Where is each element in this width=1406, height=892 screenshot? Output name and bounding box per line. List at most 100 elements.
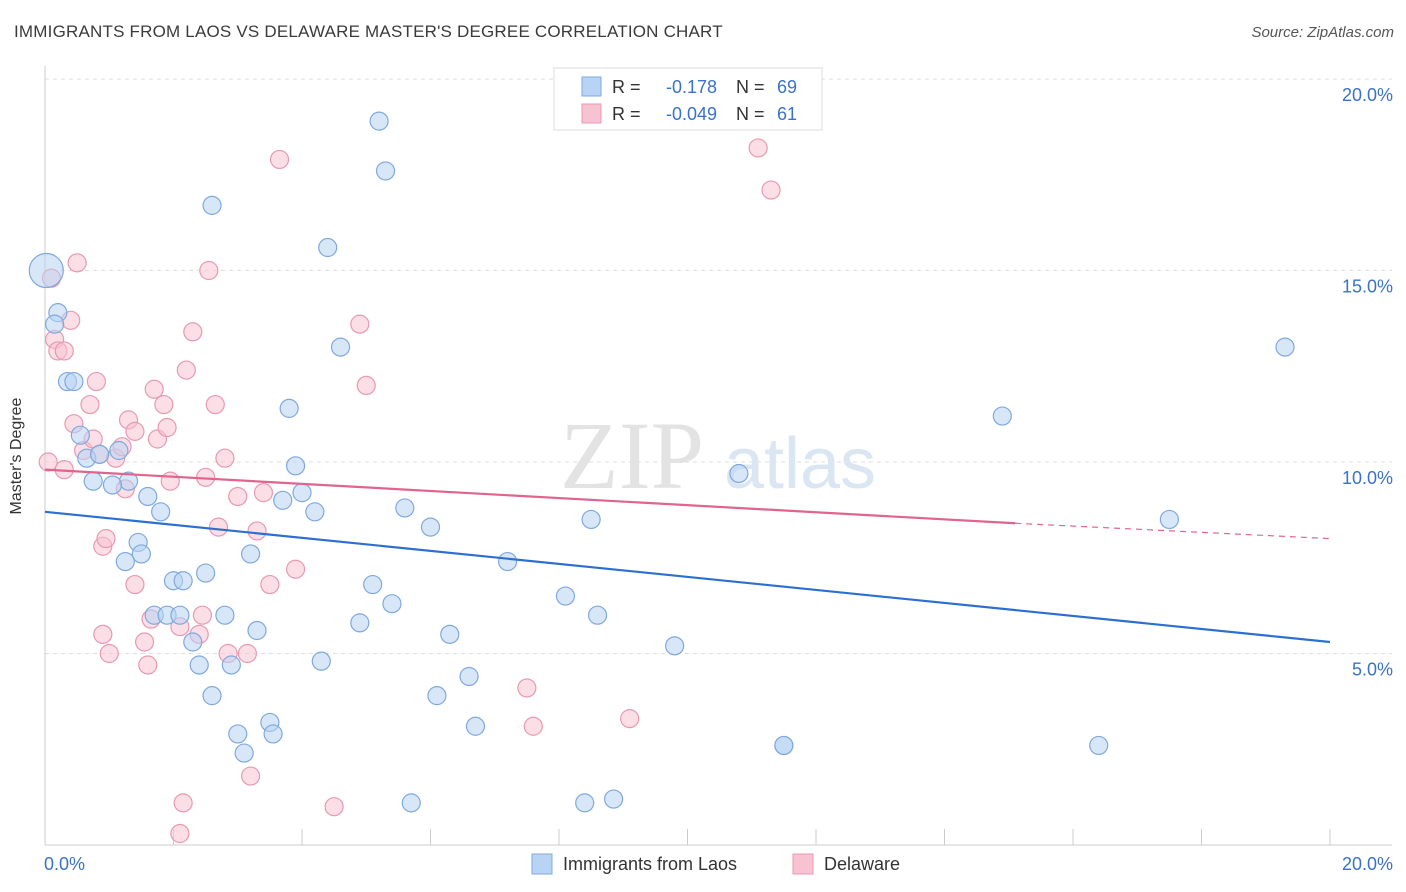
- y-tick-label: 5.0%: [1352, 660, 1393, 680]
- legend-n-value-laos: 69: [777, 77, 797, 97]
- laos-point: [45, 314, 65, 334]
- source-label: Source: ZipAtlas.com: [1251, 24, 1394, 41]
- delaware-point: [134, 632, 155, 652]
- delaware-point: [183, 322, 203, 342]
- delaware-point: [54, 341, 74, 361]
- laos-point: [64, 371, 84, 392]
- laos-point: [83, 471, 103, 491]
- y-tick-labels: 5.0% 10.0% 15.0% 20.0%: [1342, 85, 1393, 680]
- laos-point: [183, 632, 203, 652]
- delaware-point: [160, 471, 180, 491]
- laos-point: [350, 613, 370, 633]
- y-tick-label: 10.0%: [1342, 468, 1393, 488]
- laos-point: [170, 605, 190, 625]
- laos-point: [202, 195, 222, 215]
- delaware-point: [176, 360, 196, 380]
- laos-point: [221, 655, 241, 675]
- y-tick-label: 15.0%: [1342, 277, 1393, 297]
- delaware-point: [350, 314, 370, 334]
- laos-points: [28, 111, 1295, 813]
- delaware-point: [125, 574, 145, 595]
- laos-point: [1089, 735, 1109, 756]
- laos-point: [173, 571, 193, 591]
- laos-point: [109, 440, 129, 461]
- laos-point: [241, 544, 261, 564]
- laos-point: [774, 735, 794, 756]
- laos-point: [234, 743, 254, 763]
- delaware-trend-line: [44, 468, 1016, 525]
- delaware-point: [67, 253, 87, 273]
- laos-point: [189, 655, 209, 675]
- delaware-point: [93, 624, 113, 644]
- laos-point: [102, 475, 123, 495]
- legend-n-label-laos: N =: [736, 77, 765, 97]
- laos-point: [70, 425, 90, 445]
- correlation-legend: R = -0.178 N = 69 R = -0.049 N = 61: [553, 67, 823, 131]
- laos-point: [427, 686, 447, 706]
- trend-lines: [44, 468, 1331, 644]
- delaware-point: [324, 797, 344, 817]
- laos-point: [196, 563, 216, 583]
- laos-point: [311, 651, 331, 671]
- delaware-point: [205, 394, 225, 415]
- delaware-point: [154, 394, 174, 415]
- legend-swatch-laos: [581, 76, 602, 97]
- laos-point: [401, 793, 421, 813]
- laos-point: [459, 666, 479, 687]
- laos-trend-line: [44, 510, 1331, 644]
- delaware-point: [285, 559, 306, 579]
- laos-point: [292, 483, 312, 503]
- laos-point: [215, 605, 235, 625]
- delaware-point: [99, 643, 119, 664]
- x-tick-labels: 0.0% 20.0%: [44, 854, 1393, 874]
- delaware-point: [228, 486, 248, 507]
- x-tick-label: 20.0%: [1342, 854, 1393, 874]
- laos-point: [28, 252, 64, 289]
- delaware-point: [173, 793, 193, 813]
- delaware-point: [96, 528, 116, 549]
- laos-point: [665, 636, 685, 656]
- laos-point: [138, 486, 158, 507]
- legend-n-value-delaware: 61: [777, 104, 797, 124]
- laos-point: [285, 456, 306, 476]
- delaware-point: [620, 709, 640, 729]
- delaware-point: [241, 766, 261, 786]
- laos-point: [318, 237, 338, 258]
- laos-point: [498, 551, 518, 572]
- delaware-point: [269, 149, 290, 170]
- series-legend: Immigrants from Laos Delaware: [531, 853, 900, 875]
- laos-point: [273, 490, 293, 510]
- watermark-atlas: atlas: [724, 424, 876, 504]
- laos-point: [330, 337, 351, 357]
- delaware-point: [199, 260, 219, 281]
- laos-point: [202, 686, 222, 706]
- watermark-zip: ZIP: [560, 402, 704, 509]
- legend-r-value-laos: -0.178: [666, 77, 717, 97]
- laos-point: [1159, 509, 1179, 530]
- delaware-point: [125, 421, 145, 441]
- laos-point: [1275, 337, 1295, 357]
- bottom-legend-label-delaware: Delaware: [824, 854, 900, 874]
- delaware-trend-extension: [1015, 522, 1331, 540]
- legend-n-label-delaware: N =: [736, 104, 765, 124]
- laos-point: [465, 716, 486, 736]
- laos-point: [440, 624, 460, 644]
- delaware-point: [253, 483, 274, 503]
- watermark: ZIP atlas: [560, 402, 876, 509]
- laos-point: [604, 789, 624, 809]
- laos-point: [363, 574, 383, 595]
- laos-point: [420, 517, 441, 537]
- laos-point: [305, 502, 325, 522]
- laos-point: [131, 544, 151, 564]
- laos-point: [375, 161, 396, 181]
- y-tick-label: 20.0%: [1342, 85, 1393, 105]
- laos-point: [575, 793, 595, 813]
- delaware-point: [517, 678, 537, 698]
- x-tick-label: 0.0%: [44, 854, 85, 874]
- bottom-legend-swatch-laos: [531, 853, 553, 875]
- legend-r-label-laos: R =: [612, 77, 641, 97]
- delaware-point: [237, 643, 257, 664]
- laos-point: [395, 498, 415, 518]
- laos-point: [263, 724, 283, 744]
- delaware-point: [192, 605, 213, 625]
